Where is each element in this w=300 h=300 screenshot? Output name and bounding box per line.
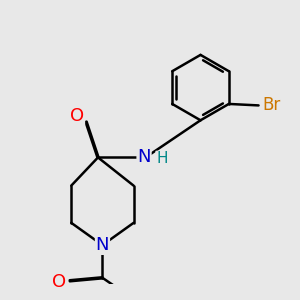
Text: Br: Br bbox=[263, 96, 281, 114]
Text: N: N bbox=[137, 148, 151, 166]
Text: H: H bbox=[156, 152, 168, 166]
Text: O: O bbox=[52, 273, 66, 291]
Text: O: O bbox=[70, 107, 84, 125]
Text: N: N bbox=[96, 236, 109, 254]
